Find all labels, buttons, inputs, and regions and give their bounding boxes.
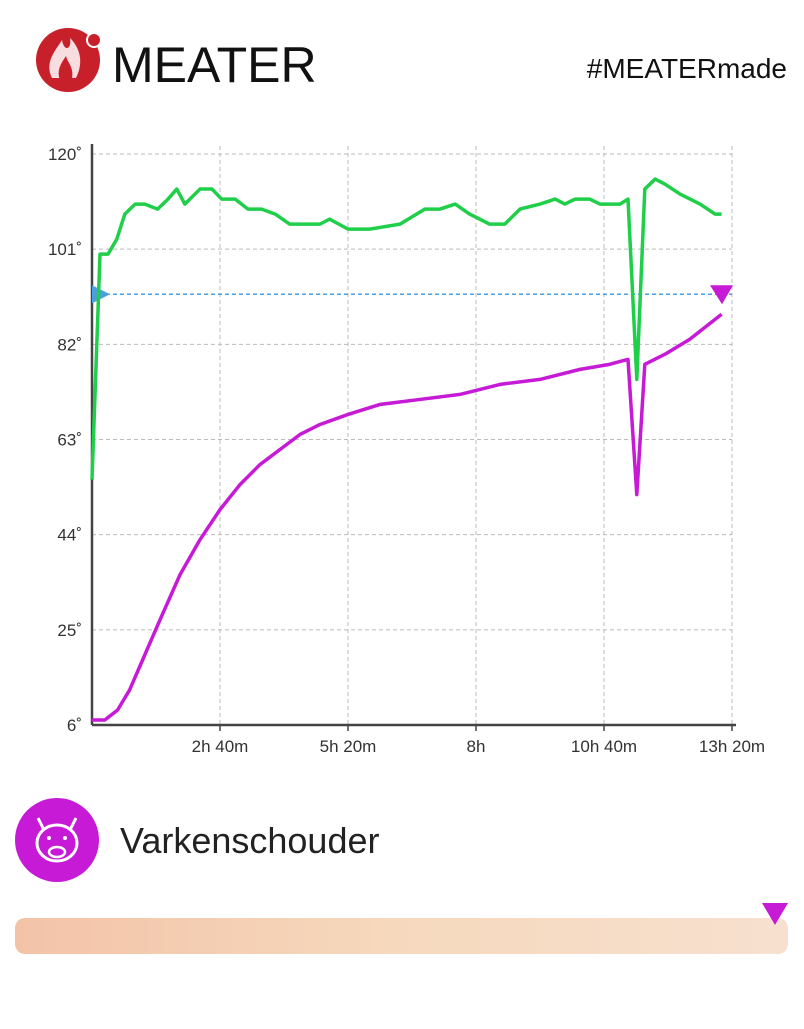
y-tick-label: 82˚	[57, 335, 82, 354]
brand: MEATER	[112, 37, 317, 93]
x-tick-label: 5h 20m	[320, 737, 377, 756]
progress-marker	[762, 903, 788, 925]
chart: 6˚ 25˚ 44˚ 63˚ 82˚ 101˚ 120˚ 2h 40m 5h 20m 8h 10h …	[48, 144, 765, 756]
progress-bar	[15, 918, 788, 954]
target-marker-right	[710, 285, 733, 305]
y-tick-label: 101˚	[48, 240, 82, 259]
x-tick-label: 13h 20m	[699, 737, 765, 756]
logo	[36, 28, 102, 92]
target-marker-left	[92, 285, 110, 304]
y-tick-label: 120˚	[48, 145, 82, 164]
y-tick-label: 6˚	[67, 716, 82, 735]
x-tick-label: 10h 40m	[571, 737, 637, 756]
x-tick-label: 2h 40m	[192, 737, 249, 756]
y-tick-label: 63˚	[57, 431, 82, 450]
y-tick-label: 44˚	[57, 526, 82, 545]
y-tick-label: 25˚	[57, 621, 82, 640]
hashtag: #MEATERmade	[587, 53, 787, 84]
series-line	[90, 177, 722, 480]
series-line	[92, 312, 723, 722]
cook-name: Varkenschouder	[120, 820, 380, 861]
pig-icon	[15, 798, 99, 882]
x-tick-label: 8h	[467, 737, 486, 756]
